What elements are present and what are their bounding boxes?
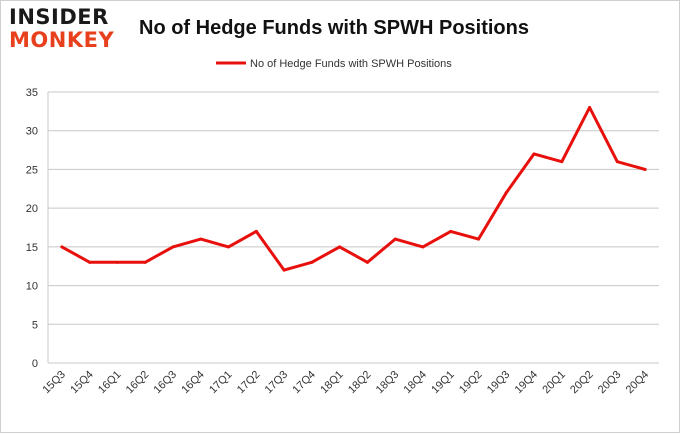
data-point-19Q1 <box>449 229 453 233</box>
data-point-20Q3 <box>615 160 619 164</box>
x-tick-label: 16Q1 <box>96 369 124 397</box>
x-tick-label: 16Q2 <box>124 369 152 397</box>
y-tick-label: 35 <box>26 87 38 99</box>
x-tick-label: 16Q4 <box>179 369 207 397</box>
y-tick-label: 25 <box>26 164 38 176</box>
y-axis-ticks: 0 5 10 15 20 25 30 35 <box>26 87 38 370</box>
x-tick-label: 17Q4 <box>290 369 318 397</box>
legend-label: No of Hedge Funds with SPWH Positions <box>250 58 452 70</box>
x-tick-label: 16Q3 <box>152 369 180 397</box>
data-point-17Q4 <box>310 260 314 264</box>
data-point-18Q4 <box>421 245 425 249</box>
data-point-20Q1 <box>560 160 564 164</box>
data-point-15Q3 <box>60 245 64 249</box>
x-tick-label: 15Q4 <box>68 369 96 397</box>
data-point-20Q2 <box>588 105 592 109</box>
y-tick-label: 5 <box>32 319 38 331</box>
legend: No of Hedge Funds with SPWH Positions <box>216 58 452 70</box>
insider-monkey-logo: INSIDER MONKEY <box>9 7 114 51</box>
data-point-17Q1 <box>227 245 231 249</box>
data-point-17Q2 <box>254 229 258 233</box>
y-tick-label: 15 <box>26 242 38 254</box>
series-line <box>60 106 647 272</box>
data-point-19Q3 <box>504 191 508 195</box>
x-tick-label: 18Q1 <box>318 369 346 397</box>
logo-text-bottom: MONKEY <box>9 28 115 52</box>
x-axis-ticks: 15Q3 15Q4 16Q1 16Q2 16Q3 16Q4 17Q1 17Q2 17Q3 17Q4… <box>40 369 651 397</box>
x-tick-label: 17Q2 <box>235 369 263 397</box>
x-tick-label: 15Q3 <box>40 369 68 397</box>
data-point-19Q4 <box>532 152 536 156</box>
data-point-16Q3 <box>171 245 175 249</box>
x-tick-label: 19Q3 <box>485 369 513 397</box>
y-tick-label: 10 <box>26 281 38 293</box>
x-tick-label: 19Q1 <box>429 369 457 397</box>
data-point-18Q1 <box>338 245 342 249</box>
x-tick-label: 18Q3 <box>374 369 402 397</box>
x-tick-label: 20Q4 <box>624 369 652 397</box>
data-point-20Q4 <box>643 167 647 171</box>
data-point-18Q3 <box>393 237 397 241</box>
data-point-18Q2 <box>365 260 369 264</box>
x-tick-label: 19Q2 <box>457 369 485 397</box>
data-point-15Q4 <box>88 260 92 264</box>
x-tick-label: 19Q4 <box>513 369 541 397</box>
y-tick-label: 0 <box>32 358 38 370</box>
x-tick-label: 20Q2 <box>568 369 596 397</box>
data-point-17Q3 <box>282 268 286 272</box>
data-point-16Q4 <box>199 237 203 241</box>
data-point-16Q1 <box>115 260 119 264</box>
grid-lines <box>47 91 659 364</box>
data-point-16Q2 <box>143 260 147 264</box>
x-tick-label: 18Q2 <box>346 369 374 397</box>
logo-text-top: INSIDER <box>9 5 109 29</box>
x-tick-label: 17Q3 <box>263 369 291 397</box>
y-tick-label: 30 <box>26 126 38 138</box>
x-tick-label: 20Q3 <box>596 369 624 397</box>
chart-title: No of Hedge Funds with SPWH Positions <box>139 17 529 39</box>
data-point-19Q2 <box>476 237 480 241</box>
x-tick-label: 18Q4 <box>402 369 430 397</box>
y-tick-label: 20 <box>26 203 38 215</box>
x-tick-label: 17Q1 <box>207 369 235 397</box>
x-tick-label: 20Q1 <box>540 369 568 397</box>
series-layer <box>60 105 647 272</box>
